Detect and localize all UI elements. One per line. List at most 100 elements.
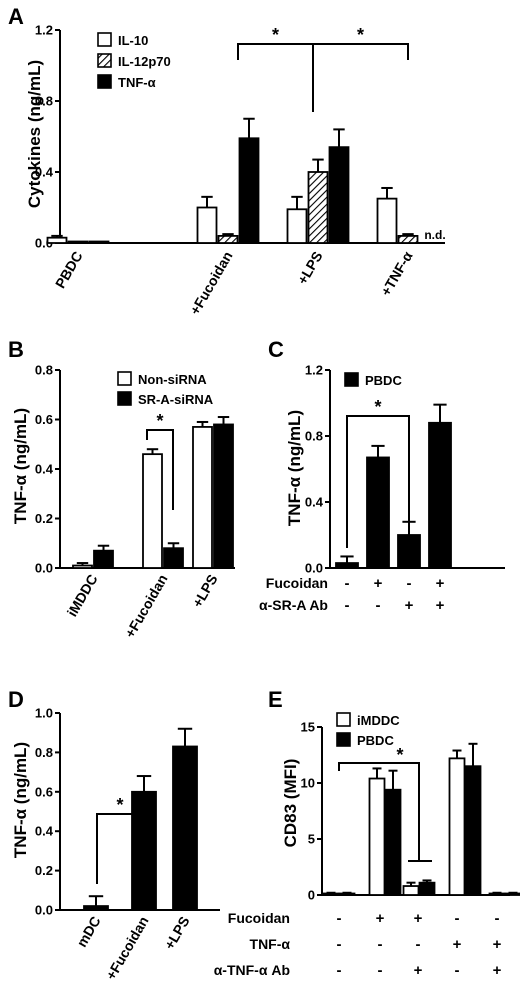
panel-e-bar: [464, 765, 482, 896]
panel-d-ytick-label: 0.2: [35, 863, 53, 878]
panel-b-sig-bracket: [146, 429, 174, 510]
panel-a-bar: [328, 146, 350, 244]
panel-d-sig-star: *: [116, 795, 123, 815]
panel-a-sig-star: *: [357, 25, 364, 45]
panel-a-category-label: +TNF-α: [377, 248, 415, 298]
panel-a-legend-swatch: [97, 32, 112, 47]
panel-b-ytick-label: 0.0: [35, 561, 53, 576]
panel-e-condition-sign: -: [455, 962, 460, 979]
panel-c-sig-star: *: [374, 397, 381, 417]
panel-e-legend-label: PBDC: [357, 733, 394, 748]
panel-e-condition-sign: -: [416, 936, 421, 953]
panel-c-bar: [335, 562, 359, 569]
panel-a-legend-swatch: [97, 74, 112, 89]
panel-d-category-label: +Fucoidan: [103, 914, 152, 983]
panel-d-category-label: +LPS: [161, 914, 193, 953]
panel-c-legend-label: PBDC: [365, 373, 402, 388]
ylabel-d: TNF-α (ng/mL): [11, 742, 30, 858]
panel-e-legend-swatch: [336, 712, 351, 727]
panel-e-condition-sign: -: [378, 962, 383, 979]
panel-e-condition-sign: -: [378, 936, 383, 953]
panel-letter-e: E: [268, 687, 283, 712]
panel-b-bar: [192, 426, 213, 569]
panel-d-sig-bracket: [96, 813, 145, 884]
panel-d-ytick-label: 0.0: [35, 903, 53, 918]
panel-c-ytick-label: 1.2: [305, 363, 323, 378]
panel-a-bar: [67, 240, 89, 244]
panel-a-bar: [286, 208, 308, 244]
panel-c-condition-sign: -: [345, 575, 350, 592]
panel-b-ytick-label: 0.8: [35, 363, 53, 378]
panel-e-ytick-label: 5: [308, 832, 315, 847]
panel-a-bar: [217, 234, 239, 244]
panel-e-condition-sign: -: [337, 910, 342, 927]
panel-a-legend-label: IL-10: [118, 33, 148, 48]
panel-a-plot: 0.00.40.81.2n.d.PBDC +Fucoidan +LPS +TNF-αI…: [35, 23, 446, 318]
panel-c-condition-sign: +: [374, 575, 383, 592]
panel-d-ytick-label: 0.4: [35, 824, 54, 839]
panel-e-bar: [418, 881, 436, 896]
panel-a-bar: [88, 240, 110, 244]
panel-b-category-label: +Fucoidan: [122, 572, 171, 641]
panel-b-category-label: iMDDC: [64, 572, 101, 620]
panel-a-bar: [397, 234, 419, 244]
panel-e-bar: [384, 788, 402, 896]
panel-d-bar: [172, 745, 198, 911]
panel-e-condition-sign: +: [493, 936, 502, 953]
panel-b-legend-label: Non-siRNA: [138, 372, 207, 387]
panel-a-sig-bracket: [313, 43, 409, 60]
panel-b-ytick-label: 0.2: [35, 511, 53, 526]
panel-e-ytick-label: 10: [301, 776, 315, 791]
panel-b-bar: [213, 423, 234, 569]
panel-e-bar: [368, 777, 386, 896]
panel-b-legend-swatch: [117, 391, 132, 406]
panel-b-bar: [163, 547, 184, 569]
panel-e-condition-label: TNF-α: [250, 936, 291, 952]
panel-d-plot: 0.0 0.2 0.4 0.6 0.8 1.0 mDC+Fucoidan +LPS *: [35, 706, 220, 983]
panel-c-bar: [397, 534, 421, 569]
panel-e-bar: [448, 757, 466, 896]
panel-c-ytick-label: 0.0: [305, 561, 323, 576]
panel-d-bar: [131, 790, 157, 911]
panel-c-condition-sign: +: [405, 597, 414, 614]
panel-e-legend-label: iMDDC: [357, 713, 400, 728]
panel-c-bar: [366, 456, 390, 569]
ylabel-c: TNF-α (ng/mL): [285, 410, 304, 526]
panel-a-ytick-label: 0.8: [35, 94, 53, 109]
panel-c-sig-bracket: [346, 415, 410, 548]
panel-letter-c: C: [268, 337, 284, 362]
panel-letter-b: B: [8, 337, 24, 362]
panel-a-bar: [196, 206, 218, 244]
panel-e-condition-sign: -: [495, 910, 500, 927]
panel-e-bar: [402, 885, 420, 896]
panel-c-ytick-label: 0.8: [305, 429, 323, 444]
panel-b-bar: [72, 564, 93, 569]
panel-e-condition-sign: +: [493, 962, 502, 979]
panel-c-plot: 0.0 0.4 0.8 1.2 Fucoidan - + - + α-SR-A Ab - - + + PBD…: [259, 363, 505, 614]
panel-b-ytick-label: 0.4: [35, 462, 54, 477]
panel-a-bar: [307, 171, 329, 244]
panel-b-sig-star: *: [156, 411, 163, 431]
panel-e-condition-sign: -: [455, 910, 460, 927]
panel-b-ytick-label: 0.6: [35, 412, 53, 427]
ylabel-e: CD83 (MFI): [281, 759, 300, 848]
panel-c-condition-label: Fucoidan: [266, 575, 328, 591]
panel-d-ytick-label: 1.0: [35, 706, 53, 721]
panel-d-ytick-label: 0.8: [35, 745, 53, 760]
panel-e-condition-sign: +: [414, 910, 423, 927]
panel-c-condition-sign: -: [407, 575, 412, 592]
panel-a-sig-star: *: [272, 25, 279, 45]
panel-a-ytick-label: 1.2: [35, 23, 53, 38]
panel-e-sig-bracket: [338, 762, 420, 861]
panel-e-plot: 0 5 10 15 Fucoidan - + + - - TNF-α - - - + + α-TNF-α Ab -…: [214, 712, 520, 979]
panel-a-category-label: +LPS: [294, 249, 326, 288]
panel-a-bar: [376, 197, 398, 244]
panel-c-condition-sign: -: [376, 597, 381, 614]
panel-a-ytick-label: 0.4: [35, 165, 54, 180]
panel-c-condition-sign: +: [436, 575, 445, 592]
panel-c-legend-swatch: [344, 372, 359, 387]
panel-c-condition-label: α-SR-A Ab: [259, 597, 328, 613]
panel-b-legend-label: SR-A-siRNA: [138, 392, 214, 407]
panel-e-condition-label: Fucoidan: [228, 910, 290, 926]
